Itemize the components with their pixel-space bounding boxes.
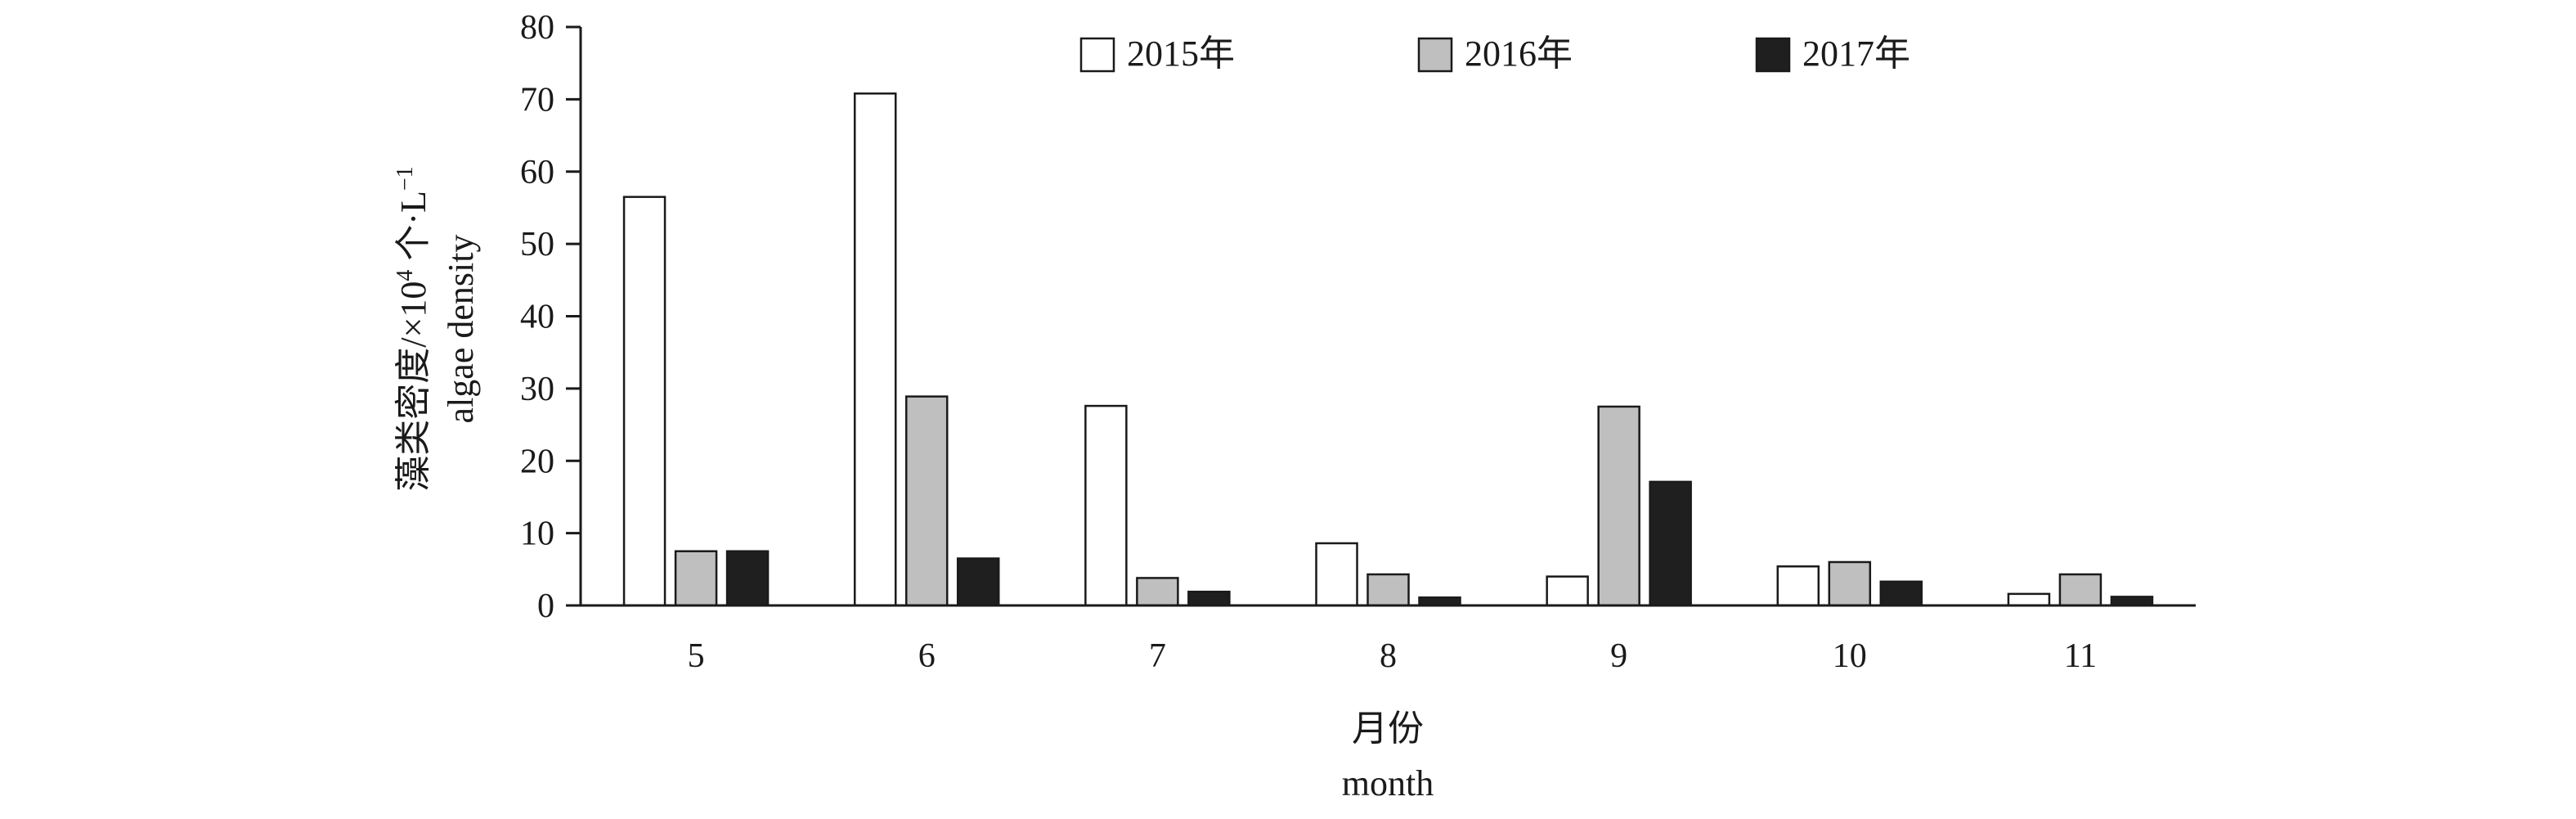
bar-2017年-6 bbox=[956, 557, 1000, 607]
y-axis-title: 藻类密度/×104 个·L−1 bbox=[393, 166, 433, 491]
bar-2017年-5 bbox=[725, 550, 770, 607]
legend-label: 2017年 bbox=[1802, 34, 1910, 74]
x-tick-label: 5 bbox=[688, 637, 705, 675]
x-axis-title: 月份 bbox=[1352, 709, 1424, 749]
y-tick-label: 60 bbox=[520, 154, 554, 191]
y-tick-label: 20 bbox=[520, 443, 554, 480]
y-tick-label: 80 bbox=[520, 9, 554, 47]
x-axis-ticks: 5 6 7 8 9 10 11 bbox=[688, 637, 2098, 675]
bar-2016年-7 bbox=[1136, 577, 1179, 607]
bar-2015年-6 bbox=[853, 92, 897, 607]
legend: 2015年 2016年 2017年 bbox=[1079, 34, 1910, 74]
y-axis-title-sup: 4 bbox=[393, 270, 418, 281]
y-tick-label: 70 bbox=[520, 81, 554, 119]
bar-2016年-5 bbox=[674, 550, 718, 607]
y-tick-label: 10 bbox=[520, 515, 554, 553]
y-axis-title-main: 藻类密度/×10 bbox=[393, 281, 433, 492]
legend-swatch bbox=[1417, 37, 1453, 73]
x-tick-label: 8 bbox=[1380, 637, 1397, 675]
y-tick-label: 30 bbox=[520, 371, 554, 408]
bar-2016年-11 bbox=[2058, 573, 2103, 607]
x-tick-label: 7 bbox=[1149, 637, 1166, 675]
bar-2017年-9 bbox=[1649, 480, 1692, 607]
bar-2015年-7 bbox=[1084, 404, 1128, 607]
bar-2015年-8 bbox=[1315, 542, 1358, 607]
bar-2015年-11 bbox=[2007, 592, 2051, 607]
bar-2017年-7 bbox=[1187, 590, 1231, 607]
legend-swatch bbox=[1755, 37, 1791, 73]
y-tick-label: 40 bbox=[520, 299, 554, 336]
bar-2015年-9 bbox=[1546, 575, 1589, 607]
bar-2016年-9 bbox=[1597, 405, 1640, 607]
bar-2016年-10 bbox=[1828, 560, 1872, 607]
legend-swatch bbox=[1079, 37, 1115, 73]
bar-2015年-10 bbox=[1776, 565, 1820, 607]
legend-label: 2015年 bbox=[1127, 34, 1235, 74]
bar-2016年-6 bbox=[904, 395, 949, 607]
x-tick-label: 10 bbox=[1833, 637, 1867, 675]
bar-2017年-11 bbox=[2110, 596, 2154, 607]
y-tick-label: 50 bbox=[520, 226, 554, 263]
x-tick-label: 9 bbox=[1610, 637, 1627, 675]
y-axis-title-unit: 个·L bbox=[393, 191, 433, 270]
y-tick-label: 0 bbox=[537, 587, 554, 625]
x-tick-label: 6 bbox=[918, 637, 936, 675]
x-axis-title-en: month bbox=[1342, 763, 1434, 803]
x-tick-label: 11 bbox=[2064, 637, 2097, 675]
bar-2015年-5 bbox=[622, 196, 666, 607]
bar-2016年-8 bbox=[1367, 573, 1410, 607]
bar-groups bbox=[622, 92, 2154, 607]
legend-label: 2016年 bbox=[1465, 34, 1573, 74]
y-axis-title-en: algae density bbox=[441, 235, 481, 424]
bar-2017年-10 bbox=[1879, 580, 1923, 607]
y-axis-ticks: 0 10 20 30 40 50 60 70 80 bbox=[520, 9, 581, 625]
y-axis-title-unit-sup: −1 bbox=[393, 166, 418, 191]
axes bbox=[579, 27, 2196, 607]
